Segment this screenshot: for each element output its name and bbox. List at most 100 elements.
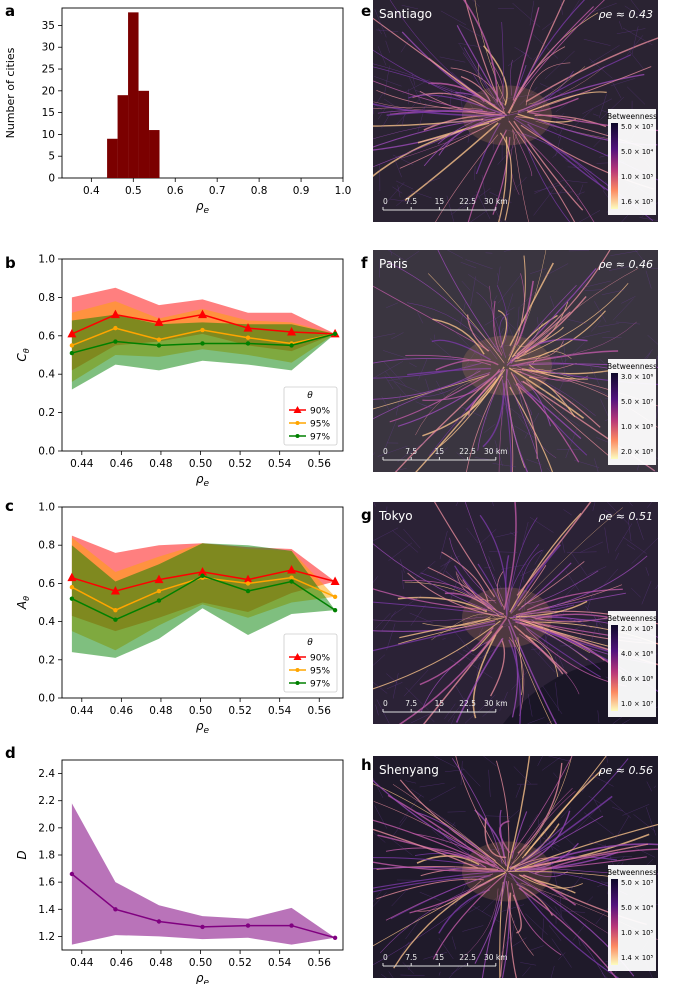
road (605, 844, 614, 866)
road (494, 207, 502, 222)
road (517, 762, 563, 854)
road (459, 302, 466, 327)
road (411, 72, 416, 86)
betweenness-legend: Betweenness 5.0 × 10³ 5.0 × 10⁴ 1.0 × 10⁵ 1.… (607, 109, 657, 215)
x-tick-label: 0.52 (228, 458, 251, 470)
colorbar-tick-label: 2.0 × 10⁸ (621, 448, 653, 456)
road (377, 46, 387, 66)
scale-tick-label: 7.5 (405, 699, 417, 708)
city-name: Paris (379, 257, 408, 271)
road (547, 354, 558, 376)
data-point (332, 594, 338, 599)
road (435, 447, 448, 457)
road (405, 917, 422, 940)
road (606, 756, 608, 763)
road (591, 616, 600, 643)
road (515, 784, 522, 798)
road (594, 615, 601, 638)
road (626, 86, 646, 105)
road (484, 448, 501, 453)
road (517, 637, 523, 696)
scale-tick-label: 22.5 (459, 447, 476, 456)
road (534, 848, 658, 875)
y-axis-label: Cθ (15, 348, 31, 361)
road (492, 463, 517, 468)
road (550, 859, 558, 886)
road (519, 790, 576, 856)
road (441, 822, 456, 842)
road (423, 952, 447, 960)
road (404, 581, 501, 617)
road (471, 905, 500, 923)
road (399, 559, 405, 573)
road (553, 579, 582, 609)
road (373, 831, 386, 843)
y-tick-label: 0 (48, 173, 55, 185)
data-point (156, 919, 162, 924)
legend: θ 90% 95% 97% (283, 633, 338, 693)
road (464, 502, 504, 602)
road (507, 447, 509, 455)
road (392, 530, 419, 553)
road (373, 777, 384, 798)
road (498, 809, 520, 829)
y-tick-label: 0.6 (38, 578, 55, 590)
road (610, 78, 636, 86)
road (555, 136, 562, 157)
x-tick-label: 0.56 (308, 957, 332, 969)
data-point (332, 331, 338, 337)
scale-tick-label: 15 (435, 953, 445, 962)
road (386, 682, 403, 689)
road (415, 378, 498, 472)
road (518, 415, 528, 430)
road (383, 361, 407, 388)
road (591, 568, 619, 599)
road (647, 335, 658, 345)
road (499, 313, 510, 358)
road (373, 828, 479, 869)
road (397, 185, 401, 198)
road (386, 673, 398, 684)
road (375, 704, 379, 716)
road (388, 542, 413, 561)
road (373, 620, 501, 690)
road (467, 129, 507, 222)
road (525, 62, 571, 106)
road (589, 3, 617, 14)
road (455, 637, 504, 723)
road (521, 614, 593, 629)
y-tick-label: 0.2 (38, 407, 55, 419)
y-tick-label: 1.0 (38, 502, 55, 514)
road (446, 415, 471, 429)
road (630, 0, 642, 14)
road (398, 110, 418, 113)
road (516, 600, 588, 618)
road (566, 180, 588, 183)
road (602, 337, 622, 338)
road (488, 344, 516, 348)
road (529, 517, 554, 533)
road (510, 372, 538, 459)
road (558, 952, 566, 960)
road (373, 106, 483, 110)
road (415, 811, 500, 869)
road (462, 188, 491, 209)
road (646, 781, 652, 792)
road (544, 609, 557, 623)
road (517, 854, 527, 867)
road (407, 302, 498, 360)
road (476, 191, 491, 219)
road (373, 122, 490, 177)
road (553, 400, 574, 422)
y-tick-label: 20 (42, 85, 55, 97)
road (509, 756, 573, 856)
road (419, 783, 445, 788)
confidence-band-D (71, 803, 336, 945)
road (477, 694, 496, 713)
road (425, 378, 430, 393)
road (573, 804, 601, 833)
road (373, 63, 490, 106)
road (385, 40, 390, 53)
data-point (156, 588, 162, 594)
road (604, 527, 609, 554)
